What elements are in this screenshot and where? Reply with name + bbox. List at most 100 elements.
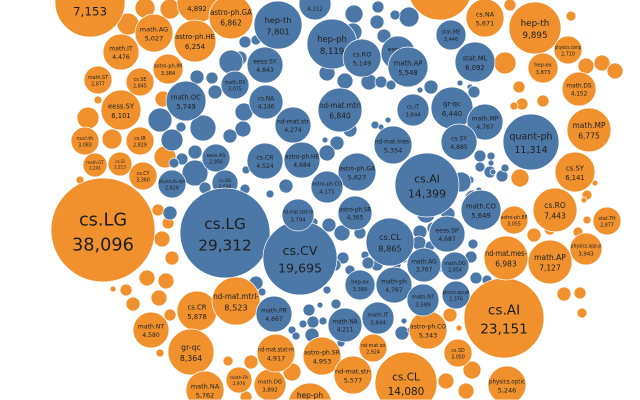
bubble-circle bbox=[483, 235, 529, 281]
bubble-circle bbox=[157, 169, 187, 199]
bubble-label: eess.SP bbox=[435, 228, 459, 235]
bubble: cs.SY4,885 bbox=[440, 123, 478, 161]
bubble-circle bbox=[337, 195, 373, 231]
bubble-circle bbox=[288, 382, 332, 400]
bubble-value: 6,092 bbox=[465, 64, 484, 72]
bubble-circle bbox=[365, 217, 415, 267]
bubble-circle bbox=[128, 161, 158, 191]
bubble: gr-qc 8,364 bbox=[167, 328, 215, 376]
bubble-small bbox=[526, 227, 542, 243]
bubble-circle bbox=[70, 126, 100, 156]
bubble-circle bbox=[554, 151, 596, 193]
bubble: math.NT3,589 bbox=[406, 283, 440, 317]
bubble-label: nd-mat.str- bbox=[335, 367, 372, 375]
bubble-small bbox=[234, 120, 252, 138]
bubble-value: 6,775 bbox=[578, 132, 600, 141]
bubble: math.NT4,580 bbox=[132, 311, 170, 349]
bubble-value: 5,354 bbox=[384, 146, 403, 154]
bubble: math.AG 3,767 bbox=[406, 247, 442, 283]
bubble-label: math.MP bbox=[472, 116, 499, 123]
bubble-circle bbox=[220, 70, 250, 100]
bubble-label: quant-ph bbox=[509, 132, 552, 143]
bubble: math.MP 6,775 bbox=[566, 107, 612, 153]
bubble: nd-mat.mes- 6,983 bbox=[483, 235, 529, 281]
bubble-circle bbox=[125, 67, 155, 97]
bubble-circle bbox=[211, 276, 261, 326]
bubble-value: 6,862 bbox=[220, 19, 242, 28]
bubble-small bbox=[416, 86, 424, 94]
bubble-label: physics.app-ph bbox=[443, 290, 470, 296]
bubble-small bbox=[565, 10, 577, 22]
bubble-circle bbox=[253, 0, 303, 50]
bubble-label: astro-ph.CO bbox=[312, 182, 342, 188]
bubble-small bbox=[119, 283, 133, 297]
bubble: hep-th 9,895 bbox=[508, 1, 562, 55]
bubble-small bbox=[509, 101, 519, 111]
bubble: 4,212 bbox=[298, 0, 332, 21]
bubble-circle bbox=[100, 89, 142, 131]
bubble-label: math.IT bbox=[368, 313, 389, 319]
bubble-circle bbox=[440, 123, 478, 161]
bubble-label: cs.SY bbox=[566, 164, 585, 172]
bubble-value: 2,646 bbox=[219, 184, 232, 190]
bubble: math.AP 5,548 bbox=[387, 46, 429, 88]
bubble-label: math.PR bbox=[261, 308, 288, 315]
bubble-circle bbox=[499, 205, 529, 235]
bubble-value: 14,399 bbox=[408, 188, 446, 201]
bubble-label: math.AG bbox=[411, 260, 437, 266]
bubble-label: astro-ph.EP bbox=[501, 215, 528, 221]
bubble: math.AG5,027 bbox=[134, 13, 174, 53]
bubble-value: 5,762 bbox=[196, 391, 215, 399]
bubble: math.DS3,075 bbox=[220, 70, 250, 100]
bubble-small bbox=[187, 144, 203, 160]
bubble-label: cs.CL bbox=[379, 232, 401, 242]
bubble: cs.CL8,865 bbox=[365, 217, 415, 267]
bubble-small bbox=[582, 215, 592, 225]
bubble-value: 2,854 bbox=[448, 268, 462, 274]
bubble-value: 8,364 bbox=[180, 354, 202, 363]
bubble-small bbox=[442, 307, 458, 323]
bubble-circle bbox=[361, 301, 395, 335]
bubble-value: 4,476 bbox=[112, 54, 130, 61]
bubble: astro-ph.GA5,627 bbox=[337, 152, 377, 192]
bubble: nd-mat.stat-m4,917 bbox=[256, 333, 296, 373]
bubble-small bbox=[493, 51, 517, 75]
bubble-value: 3,384 bbox=[161, 71, 176, 77]
bubble-circle bbox=[440, 251, 470, 281]
bubble-small bbox=[384, 116, 392, 124]
bubble-label: nd-mat.mes- bbox=[375, 137, 412, 145]
bubble: eess.SP4,687 bbox=[428, 215, 466, 253]
bubble-small bbox=[291, 331, 301, 341]
bubble: eess.AS2,956 bbox=[201, 143, 231, 173]
bubble-value: 6,983 bbox=[495, 260, 517, 269]
bubble-value: 3,075 bbox=[228, 87, 242, 93]
bubble-value: 7,153 bbox=[73, 5, 107, 19]
bubble-small bbox=[580, 196, 588, 204]
bubble: math.DS 4,152 bbox=[561, 71, 597, 107]
bubble-small bbox=[503, 0, 517, 12]
bubble-small bbox=[385, 79, 397, 91]
bubble-small bbox=[93, 95, 103, 105]
bubble-small bbox=[369, 14, 385, 30]
bubble-label: nd-mat.mtrl- bbox=[213, 291, 259, 301]
bubble-circle bbox=[283, 141, 321, 179]
bubble: cs.NA 4,146 bbox=[248, 84, 284, 120]
bubble: nd-mat.so2,924 bbox=[358, 333, 388, 363]
bubble-circle bbox=[527, 239, 573, 285]
bubble-small bbox=[298, 319, 308, 329]
bubble-small bbox=[207, 84, 223, 100]
bubble-value: 5,027 bbox=[145, 34, 164, 42]
bubble-value: 2,828 bbox=[165, 186, 179, 192]
bubble-small bbox=[160, 128, 184, 152]
bubble-label: math.AP bbox=[534, 253, 566, 262]
bubble-value: 4,667 bbox=[265, 316, 283, 323]
bubble-value: 3,844 bbox=[405, 112, 421, 118]
bubble-circle bbox=[443, 338, 473, 368]
bubble-small bbox=[333, 224, 351, 242]
bubble-value: 4,843 bbox=[256, 67, 274, 74]
bubble-label: math.ST bbox=[88, 75, 108, 81]
bubble-small bbox=[573, 286, 587, 300]
bubble: nucl-th3,083 bbox=[70, 126, 100, 156]
bubble-label: stat.TH bbox=[598, 216, 616, 222]
